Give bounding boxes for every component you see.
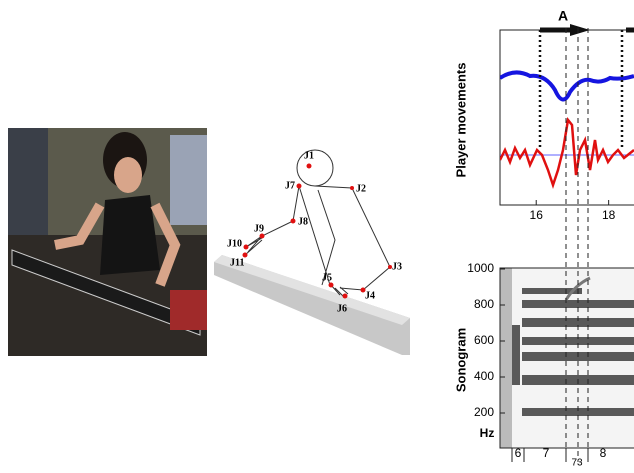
movement-plot: A Player movements 16 18 <box>453 8 634 222</box>
joint-label: J10 <box>227 238 242 249</box>
joint-label: J5 <box>322 272 332 283</box>
joint-label: J3 <box>392 261 402 272</box>
segment-label: 7 <box>543 446 550 460</box>
skeleton-diagram: J1 J2 J3 J4 J5 J6 J7 J8 J9 J10 J11 <box>214 150 410 355</box>
segment-label: 8 <box>600 446 607 460</box>
sonogram: Sonogram Hz 6 7 73 8 200 400 600 800 1000 <box>453 261 634 468</box>
y-tick-label: 800 <box>474 297 494 311</box>
figure: J1 J2 J3 J4 J5 J6 J7 J8 J9 J10 J11 A Player moveme… <box>0 0 634 468</box>
unit-label: Hz <box>480 426 495 440</box>
segment-label: A <box>558 8 568 24</box>
joint-label: J9 <box>254 223 264 234</box>
x-tick-label: 16 <box>530 208 544 222</box>
y-axis-label: Player movements <box>453 63 468 178</box>
y-tick-label: 600 <box>474 333 494 347</box>
joint-label: J6 <box>337 303 347 314</box>
x-tick-label: 18 <box>602 208 616 222</box>
joint-label: J2 <box>356 183 366 194</box>
y-tick-label: 400 <box>474 369 494 383</box>
joint-label: J7 <box>285 180 295 191</box>
y-tick-label: 200 <box>474 405 494 419</box>
segment-label: 73 <box>571 458 583 468</box>
joint-label: J11 <box>230 257 244 268</box>
joint-label: J1 <box>304 150 314 161</box>
joint-label: J4 <box>365 290 375 301</box>
y-tick-label: 1000 <box>467 261 494 275</box>
photo <box>8 128 207 356</box>
page: {"skeleton": {"joints": ["J1", "J2", "J3… <box>0 0 634 468</box>
y-axis-label: Sonogram <box>453 328 468 392</box>
joint-label: J8 <box>298 216 308 227</box>
segment-label: 6 <box>515 446 522 460</box>
